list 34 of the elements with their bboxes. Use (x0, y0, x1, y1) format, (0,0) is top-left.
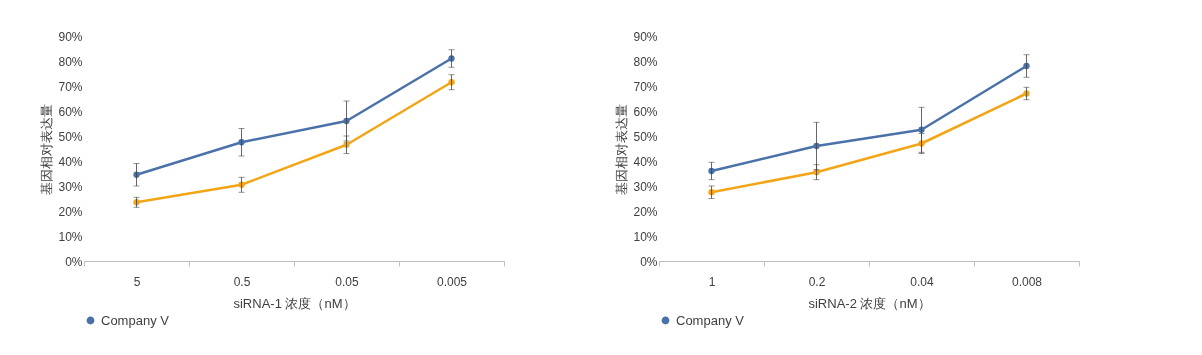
y-tick-label: 30% (58, 179, 83, 194)
y-tick-label: 60% (58, 104, 83, 119)
y-tick-label: 50% (58, 129, 83, 144)
x-tick-label: 5 (133, 274, 141, 289)
y-tick-label: 40% (633, 154, 658, 169)
y-tick-label: 40% (58, 154, 83, 169)
y-tick-label: 20% (58, 204, 83, 219)
y-tick-label: 10% (633, 229, 658, 244)
y-tick-label: 80% (633, 54, 658, 69)
x-tick-label: 0.2 (808, 274, 826, 289)
y-tick-label: 0% (640, 254, 658, 269)
x-tick-label: 1 (708, 274, 716, 289)
x-tick-label: 0.05 (335, 274, 359, 289)
y-tick-label: 70% (633, 79, 658, 94)
x-tick-label: 0.005 (436, 274, 468, 289)
x-tick-label: 0.5 (233, 274, 251, 289)
legend-label: Company V (676, 312, 745, 328)
y-tick-label: 0% (65, 254, 83, 269)
y-tick-label: 50% (633, 129, 658, 144)
y-tick-label: 70% (58, 79, 83, 94)
y-axis-title: 基因相对表达量 (614, 103, 630, 195)
legend-label: Company V (101, 312, 170, 328)
x-tick-label: 0.008 (1011, 274, 1043, 289)
y-tick-label: 90% (58, 29, 83, 44)
y-tick-label: 10% (58, 229, 83, 244)
x-axis-title: siRNA-1 浓度（nM） (233, 295, 356, 311)
y-axis-title: 基因相对表达量 (39, 103, 55, 195)
y-tick-label: 90% (633, 29, 658, 44)
y-tick-label: 30% (633, 179, 658, 194)
x-axis-title: siRNA-2 浓度（nM） (808, 295, 931, 311)
y-tick-label: 20% (633, 204, 658, 219)
y-tick-label: 60% (633, 104, 658, 119)
x-tick-label: 0.04 (910, 274, 934, 289)
y-tick-label: 80% (58, 54, 83, 69)
